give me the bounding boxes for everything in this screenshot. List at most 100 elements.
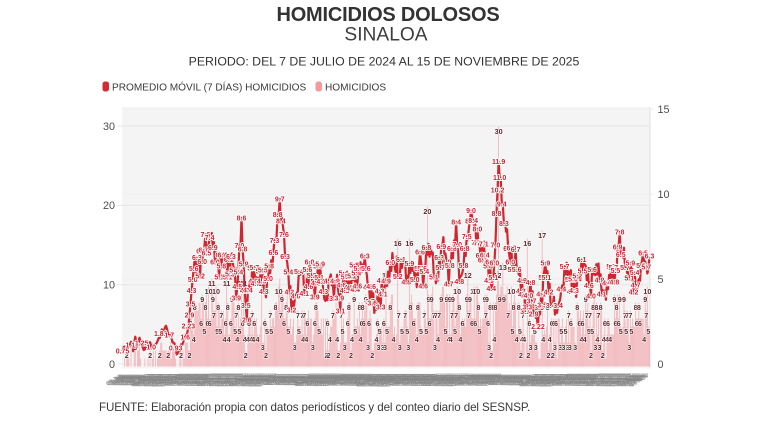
svg-text:3: 3 [381, 343, 385, 352]
svg-text:2: 2 [179, 351, 183, 360]
svg-text:8.8: 8.8 [492, 211, 502, 218]
svg-text:6: 6 [360, 319, 364, 328]
svg-text:5: 5 [286, 327, 290, 336]
svg-text:4.9: 4.9 [517, 278, 527, 285]
svg-text:8.3: 8.3 [499, 221, 509, 228]
svg-text:3.1: 3.1 [335, 308, 345, 315]
svg-text:5.4: 5.4 [283, 270, 293, 277]
svg-text:8: 8 [457, 303, 461, 312]
svg-text:7: 7 [450, 311, 454, 320]
svg-text:8: 8 [284, 303, 288, 312]
svg-text:5.7: 5.7 [620, 265, 630, 272]
svg-text:6: 6 [613, 319, 617, 328]
svg-text:4: 4 [304, 335, 308, 344]
svg-text:3.8: 3.8 [329, 296, 339, 303]
svg-text:6: 6 [486, 319, 490, 328]
svg-text:9: 9 [468, 295, 472, 304]
svg-text:6.6: 6.6 [269, 250, 279, 257]
svg-text:7: 7 [467, 311, 471, 320]
svg-text:2: 2 [148, 351, 152, 360]
svg-text:7: 7 [331, 311, 335, 320]
svg-text:4.2: 4.2 [544, 290, 554, 297]
svg-text:SINALOA: SINALOA [344, 25, 427, 46]
svg-text:2.9: 2.9 [529, 312, 539, 319]
svg-text:4: 4 [243, 335, 247, 344]
svg-text:10: 10 [507, 287, 515, 296]
svg-text:6: 6 [382, 319, 386, 328]
svg-text:4.0: 4.0 [586, 294, 596, 301]
svg-text:11.9: 11.9 [492, 159, 505, 166]
svg-text:4.1: 4.1 [597, 292, 607, 299]
svg-text:4.8: 4.8 [311, 280, 321, 287]
svg-text:5.6: 5.6 [354, 266, 364, 273]
svg-text:3: 3 [528, 343, 532, 352]
svg-text:7.0: 7.0 [491, 242, 501, 249]
svg-text:4.8: 4.8 [610, 279, 620, 286]
svg-text:5.4: 5.4 [351, 270, 361, 277]
svg-text:PROMEDIO MÓVIL (7 DÍAS) HOMICI: PROMEDIO MÓVIL (7 DÍAS) HOMICIDIOS [112, 81, 306, 94]
svg-text:4: 4 [642, 335, 646, 344]
svg-text:6: 6 [376, 319, 380, 328]
svg-text:4.9: 4.9 [595, 277, 605, 284]
svg-text:5.7: 5.7 [435, 265, 445, 272]
svg-text:3: 3 [383, 343, 387, 352]
svg-text:2: 2 [336, 351, 340, 360]
svg-text:6.0: 6.0 [210, 260, 220, 267]
svg-text:4.3: 4.3 [259, 289, 269, 296]
svg-text:4: 4 [328, 335, 332, 344]
svg-text:5: 5 [443, 327, 447, 336]
svg-text:11: 11 [258, 279, 266, 288]
svg-text:5.2: 5.2 [572, 273, 582, 280]
svg-text:3.9: 3.9 [334, 296, 344, 303]
svg-text:6.0: 6.0 [197, 259, 207, 266]
svg-text:9: 9 [465, 295, 469, 304]
svg-text:4.9: 4.9 [257, 279, 267, 286]
svg-text:9: 9 [451, 295, 455, 304]
svg-text:4.6: 4.6 [418, 283, 428, 290]
svg-text:6.5: 6.5 [638, 251, 648, 258]
svg-text:5: 5 [477, 327, 481, 336]
svg-text:9: 9 [448, 295, 452, 304]
svg-text:3: 3 [433, 343, 437, 352]
svg-text:9.7: 9.7 [275, 196, 285, 203]
svg-text:2: 2 [166, 351, 170, 360]
svg-text:6: 6 [199, 319, 203, 328]
svg-text:4.8: 4.8 [316, 279, 326, 286]
svg-text:9: 9 [618, 295, 622, 304]
svg-text:7: 7 [296, 311, 300, 320]
svg-text:2: 2 [589, 351, 593, 360]
svg-text:6.3: 6.3 [434, 255, 444, 262]
svg-text:3: 3 [593, 343, 597, 352]
svg-text:8: 8 [637, 303, 641, 312]
svg-text:4: 4 [492, 335, 496, 344]
svg-text:3: 3 [627, 343, 631, 352]
svg-text:4.0: 4.0 [521, 294, 531, 301]
svg-text:8: 8 [314, 303, 318, 312]
svg-text:8.4: 8.4 [468, 218, 478, 225]
svg-text:6.8: 6.8 [422, 245, 432, 252]
svg-text:5: 5 [629, 327, 633, 336]
svg-text:7: 7 [339, 311, 343, 320]
svg-text:5.1: 5.1 [223, 275, 233, 282]
svg-text:8.4: 8.4 [451, 219, 461, 226]
svg-text:6: 6 [362, 319, 366, 328]
svg-text:6.8: 6.8 [447, 246, 457, 253]
svg-text:6: 6 [606, 319, 610, 328]
svg-text:4: 4 [515, 335, 519, 344]
svg-text:3.9: 3.9 [231, 295, 241, 302]
svg-text:4: 4 [541, 335, 545, 344]
svg-text:9: 9 [280, 295, 284, 304]
svg-text:5: 5 [646, 327, 650, 336]
svg-text:3.9: 3.9 [310, 295, 320, 302]
svg-text:6.7: 6.7 [511, 247, 521, 254]
svg-text:4: 4 [350, 335, 354, 344]
svg-text:3.5: 3.5 [186, 302, 196, 309]
svg-text:8: 8 [545, 303, 549, 312]
svg-text:4.1: 4.1 [299, 291, 309, 298]
svg-text:5: 5 [533, 327, 537, 336]
svg-text:4.8: 4.8 [526, 280, 536, 287]
svg-text:5.5: 5.5 [611, 268, 621, 275]
svg-text:7: 7 [302, 311, 306, 320]
svg-text:5.4: 5.4 [419, 269, 429, 276]
svg-text:4: 4 [608, 335, 612, 344]
